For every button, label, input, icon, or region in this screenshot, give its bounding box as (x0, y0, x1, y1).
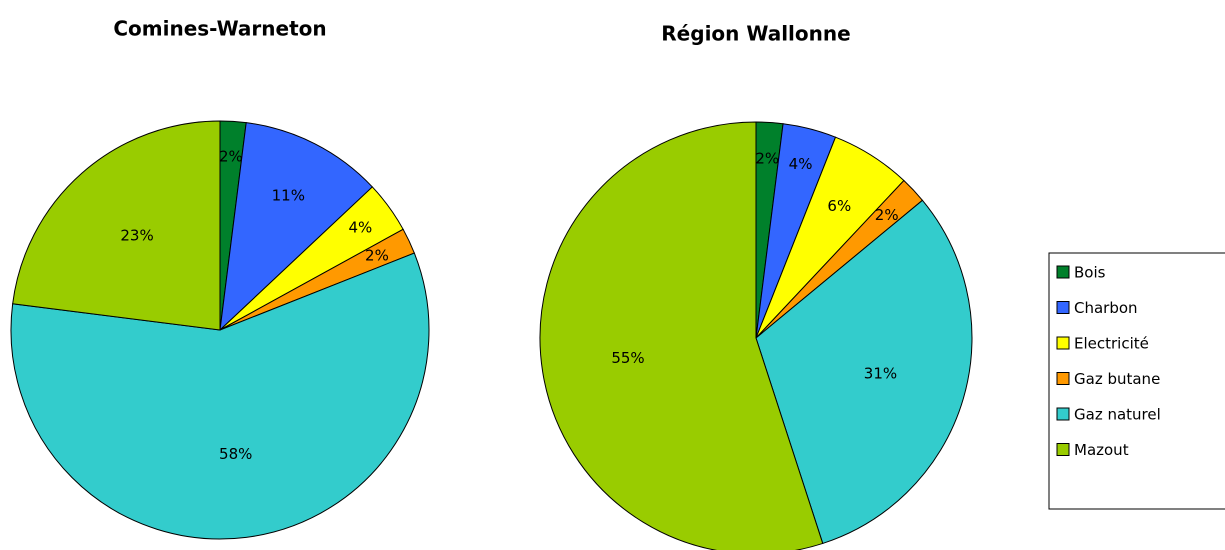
data-label: 2% (755, 150, 779, 168)
legend-swatch (1056, 443, 1070, 456)
legend-swatch (1056, 372, 1070, 385)
data-label: 4% (789, 155, 813, 173)
data-label: 55% (611, 349, 644, 367)
legend-box (1048, 252, 1225, 510)
pie-slice (10, 252, 430, 540)
legend-label: Electricité (1074, 335, 1149, 353)
pie-slice (539, 121, 824, 550)
data-label: 31% (864, 365, 897, 383)
legend-label: Bois (1074, 264, 1106, 282)
pie-slice (755, 199, 973, 545)
data-label: 6% (827, 197, 851, 215)
pie-slice (219, 122, 374, 332)
legend-swatch (1056, 301, 1070, 314)
legend-label: Gaz butane (1074, 370, 1160, 388)
chart-title: Comines-Warneton (113, 17, 326, 41)
data-label: 2% (365, 247, 389, 265)
data-label: 2% (219, 147, 243, 165)
legend-label: Charbon (1074, 299, 1138, 317)
legend-swatch (1056, 265, 1070, 279)
pie-slice (12, 120, 221, 331)
data-label: 23% (120, 226, 153, 244)
data-label: 58% (219, 445, 252, 463)
legend-swatch (1056, 407, 1070, 421)
legend-label: Gaz naturel (1074, 406, 1161, 424)
legend-label: Mazout (1074, 441, 1129, 459)
chart-title: Région Wallonne (661, 22, 850, 46)
legend-swatch (1056, 336, 1070, 350)
data-label: 11% (272, 186, 305, 204)
data-label: 2% (875, 206, 899, 224)
data-label: 4% (348, 219, 372, 237)
